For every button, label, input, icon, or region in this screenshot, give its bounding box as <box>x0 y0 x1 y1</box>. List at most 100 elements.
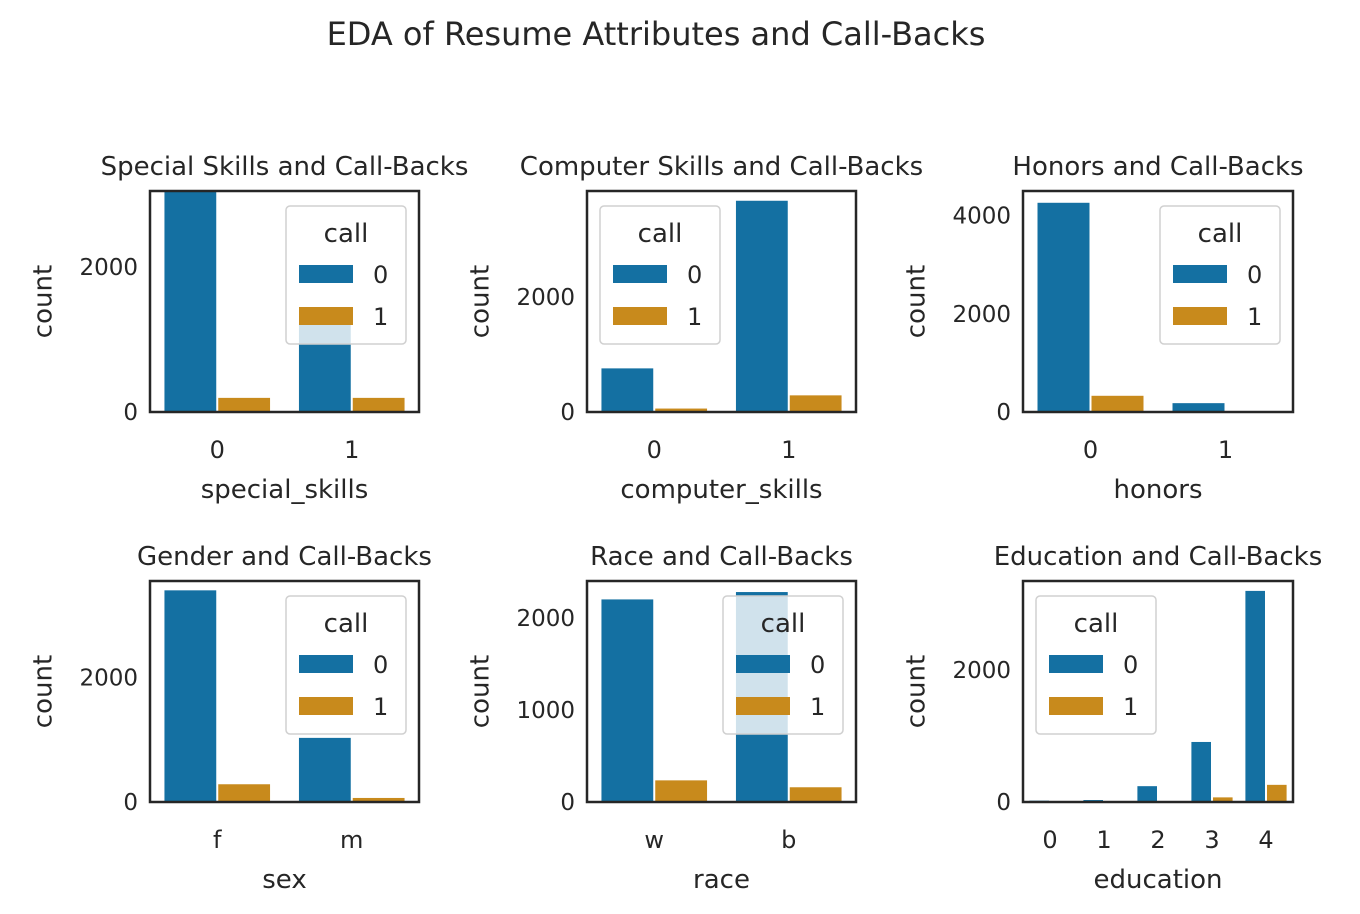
legend-title: call <box>1198 219 1243 249</box>
bar-4-call-1 <box>1267 784 1287 802</box>
x-tick-label: 1 <box>344 436 359 464</box>
legend-swatch-1 <box>299 307 353 325</box>
bar-1-call-1 <box>789 395 842 412</box>
x-tick-label: b <box>781 826 796 854</box>
legend-label: 1 <box>810 693 825 721</box>
y-axis-label: count <box>902 655 932 728</box>
legend-label: 1 <box>373 693 388 721</box>
legend-title: call <box>638 219 683 249</box>
axes-frame <box>585 189 858 414</box>
y-axis-label: count <box>29 265 59 338</box>
x-tick-label: 1 <box>1218 436 1233 464</box>
x-tick-label: f <box>213 826 222 854</box>
legend-swatch-1 <box>613 307 667 325</box>
x-tick-label: 1 <box>1096 826 1111 854</box>
bar-group <box>601 200 842 412</box>
legend-label: 0 <box>687 261 702 289</box>
x-tick-label: 4 <box>1258 826 1273 854</box>
legend-swatch-1 <box>299 697 353 715</box>
y-axis-label: count <box>466 655 496 728</box>
bar-0-call-0 <box>601 368 654 412</box>
bar-group <box>1037 202 1279 412</box>
legend-swatch-1 <box>1049 697 1103 715</box>
legend-swatch-1 <box>1173 307 1227 325</box>
x-axis-label: sex <box>262 865 306 895</box>
subplot-title: Education and Call-Backs <box>994 542 1323 572</box>
legend-swatch-1 <box>736 697 790 715</box>
y-tick-label: 2000 <box>79 255 138 281</box>
subplot-grid: Special Skills and Call-Backscall0102000… <box>29 152 1323 895</box>
legend-swatch-0 <box>613 265 667 283</box>
bar-group <box>164 590 405 802</box>
y-tick-label: 0 <box>996 400 1011 426</box>
bar-b-call-1 <box>789 787 842 802</box>
y-tick-label: 1000 <box>516 698 575 724</box>
y-tick-label: 2000 <box>516 285 575 311</box>
legend-swatch-0 <box>1173 265 1227 283</box>
x-tick-label: 0 <box>210 436 225 464</box>
y-tick-label: 0 <box>560 790 575 816</box>
x-tick-label: 1 <box>781 436 796 464</box>
y-tick-label: 0 <box>560 400 575 426</box>
bar-1-call-1 <box>352 397 405 412</box>
y-tick-label: 2000 <box>952 302 1011 328</box>
axes-frame <box>1021 579 1295 804</box>
bar-0-call-1 <box>655 408 708 412</box>
y-tick-label: 0 <box>123 400 138 426</box>
subplot-title: Gender and Call-Backs <box>137 542 432 572</box>
legend-swatch-0 <box>1049 655 1103 673</box>
bar-1-call-0 <box>1172 403 1225 412</box>
x-axis-label: honors <box>1113 475 1202 505</box>
subplot-title: Special Skills and Call-Backs <box>101 152 469 182</box>
bar-3-call-0 <box>1191 741 1211 802</box>
y-tick-label: 2000 <box>516 606 575 632</box>
x-tick-label: 0 <box>647 436 662 464</box>
bar-f-call-0 <box>164 590 217 802</box>
legend-swatch-0 <box>299 265 353 283</box>
legend-label: 1 <box>1123 693 1138 721</box>
legend-title: call <box>324 609 369 639</box>
bar-f-call-1 <box>218 784 271 802</box>
bar-1-call-0 <box>735 200 788 412</box>
bar-3-call-1 <box>1213 797 1233 802</box>
x-axis-label: race <box>693 865 750 895</box>
x-tick-label: 0 <box>1083 436 1098 464</box>
subplot-title: Honors and Call-Backs <box>1012 152 1303 182</box>
legend-label: 0 <box>1123 651 1138 679</box>
bar-m-call-0 <box>298 737 351 802</box>
bar-0-call-1 <box>1091 395 1144 412</box>
y-tick-label: 0 <box>996 790 1011 816</box>
legend-title: call <box>324 219 369 249</box>
bar-w-call-0 <box>601 599 654 802</box>
bar-0-call-1 <box>218 397 271 412</box>
axes-frame <box>148 189 421 414</box>
bar-group <box>1029 590 1287 802</box>
bar-4-call-0 <box>1245 590 1265 802</box>
legend-swatch-0 <box>299 655 353 673</box>
y-tick-label: 4000 <box>952 204 1011 230</box>
bar-0-call-0 <box>164 191 217 412</box>
y-axis-label: count <box>29 655 59 728</box>
y-tick-label: 2000 <box>79 665 138 691</box>
x-axis-label: special_skills <box>201 475 369 505</box>
y-tick-label: 0 <box>123 790 138 816</box>
axes-frame <box>1021 189 1295 414</box>
legend-label: 0 <box>1247 261 1262 289</box>
axes-frame <box>585 579 858 804</box>
figure-title: EDA of Resume Attributes and Call-Backs <box>327 15 986 53</box>
legend-swatch-0 <box>736 655 790 673</box>
bar-2-call-0 <box>1137 786 1157 802</box>
axes-frame <box>148 579 421 804</box>
legend-title: call <box>761 609 806 639</box>
y-axis-label: count <box>466 265 496 338</box>
subplot-1: Special Skills and Call-Backs call 0 1 0 2000… <box>29 152 469 505</box>
x-tick-label: m <box>340 826 363 854</box>
legend-label: 1 <box>373 303 388 331</box>
